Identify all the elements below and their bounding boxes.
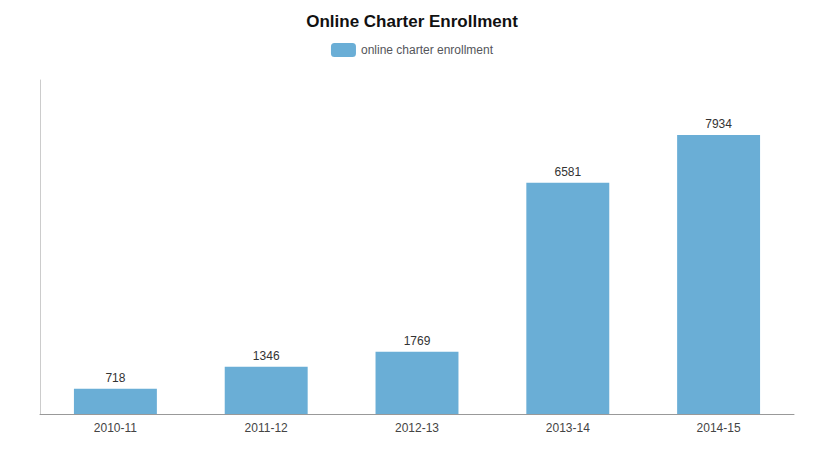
svg-text:2014-15: 2014-15: [697, 421, 741, 435]
svg-text:1769: 1769: [404, 334, 431, 348]
svg-text:Online Charter Enrollment: Online Charter Enrollment: [306, 12, 518, 31]
svg-text:2012-13: 2012-13: [395, 421, 439, 435]
svg-text:2011-12: 2011-12: [245, 421, 288, 435]
svg-text:718: 718: [105, 371, 125, 385]
svg-text:2010-11: 2010-11: [94, 421, 137, 435]
svg-text:7934: 7934: [705, 117, 732, 131]
svg-text:1346: 1346: [253, 349, 280, 363]
svg-text:6581: 6581: [554, 165, 581, 179]
svg-text:online charter enrollment: online charter enrollment: [361, 43, 494, 57]
svg-text:2013-14: 2013-14: [546, 421, 590, 435]
